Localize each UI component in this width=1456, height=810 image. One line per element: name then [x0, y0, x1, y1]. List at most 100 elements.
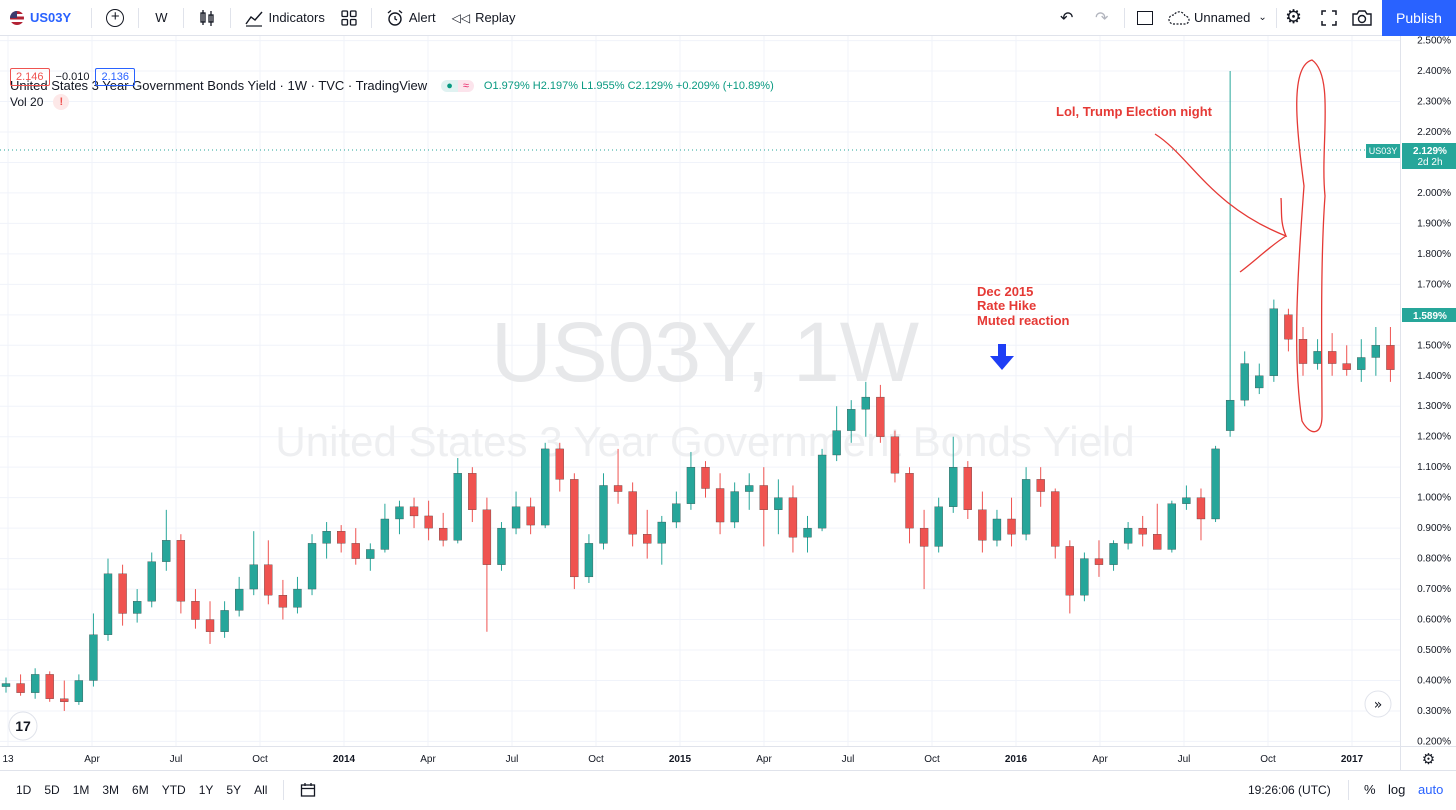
candle-body: [249, 564, 258, 590]
range-button-ytd[interactable]: YTD: [161, 782, 186, 797]
fullscreen-button[interactable]: [1321, 0, 1337, 36]
chart-canvas[interactable]: US03Y, 1W United States 3 Year Governmen…: [0, 36, 1410, 746]
candle-body: [132, 601, 142, 614]
chart-style-button[interactable]: [190, 0, 224, 36]
candle-body: [60, 698, 69, 702]
rate-hike-annotation-line1: Dec 2015: [977, 284, 1033, 299]
us-flag-icon: [10, 10, 24, 25]
candle-body: [584, 543, 594, 578]
gear-icon: ⚙: [1285, 7, 1303, 28]
candle: [249, 531, 258, 596]
candle: [890, 430, 900, 483]
range-button-6m[interactable]: 6M: [132, 782, 149, 797]
alert-button[interactable]: Alert: [378, 0, 444, 36]
candle-body: [1327, 351, 1337, 364]
layout-select-button[interactable]: [1137, 0, 1153, 36]
chart-legend: United States 3 Year Government Bonds Yi…: [10, 78, 774, 93]
redo-button[interactable]: ↷: [1095, 0, 1108, 36]
candle: [599, 473, 608, 550]
rate-hike-annotation-line2: Rate Hike: [977, 298, 1036, 313]
settings-button[interactable]: ⚙: [1285, 0, 1302, 36]
candle-body: [482, 509, 492, 565]
templates-button[interactable]: [333, 0, 365, 36]
auto-scale-toggle[interactable]: auto: [1418, 782, 1444, 797]
candle: [788, 485, 798, 553]
legend-title[interactable]: United States 3 Year Government Bonds Yi…: [10, 78, 428, 93]
tradingview-logo[interactable]: 17: [8, 711, 38, 741]
candle-body: [701, 467, 710, 489]
price-tick-label: 0.700%: [1417, 584, 1451, 595]
snapshot-button[interactable]: [1352, 0, 1372, 36]
range-button-all[interactable]: All: [254, 782, 268, 797]
range-button-5d[interactable]: 5D: [44, 782, 60, 797]
candle-body: [715, 488, 725, 523]
replay-button[interactable]: ◁◁ Replay: [444, 0, 524, 36]
candle: [1007, 497, 1016, 547]
goto-date-button[interactable]: [300, 782, 316, 798]
undo-button[interactable]: ↶: [1060, 0, 1073, 36]
price-axis[interactable]: 2.500%2.400%2.300%2.200%2.100%2.000%1.90…: [1400, 36, 1456, 747]
indicators-button[interactable]: Indicators: [237, 0, 332, 36]
price-scale[interactable]: 2.500%2.400%2.300%2.200%2.100%2.000%1.90…: [1401, 36, 1456, 747]
candle-body: [1021, 479, 1031, 535]
candle: [1080, 552, 1089, 602]
candle: [1342, 345, 1351, 376]
candle-body: [745, 485, 754, 492]
time-scale[interactable]: 13 Apr Jul Oct 2014 Apr Jul Oct 2015 Apr Jul Oct 201…: [0, 747, 1400, 771]
candle: [905, 467, 914, 544]
candle-body: [672, 503, 681, 523]
legend-status-pill[interactable]: ● ≈: [441, 79, 474, 92]
range-button-3m[interactable]: 3M: [102, 782, 120, 797]
last-price-label: 2.129% 2d 2h: [1402, 143, 1456, 169]
candle: [657, 515, 666, 565]
candle: [1, 677, 11, 693]
camera-icon: [1352, 9, 1372, 26]
compare-button[interactable]: +: [98, 0, 132, 36]
utc-clock[interactable]: 19:26:06 (UTC): [1248, 782, 1331, 797]
candle: [555, 442, 564, 492]
chart-pane[interactable]: US03Y, 1W United States 3 Year Governmen…: [0, 36, 1410, 746]
bid-price[interactable]: 2.146: [10, 68, 50, 86]
candle-body: [890, 436, 900, 474]
symbol-search[interactable]: US03Y: [10, 0, 71, 36]
legend-ohlc: O1.979% H2.197% L1.955% C2.129% +0.209% …: [483, 79, 774, 92]
candle: [1021, 467, 1031, 541]
warning-icon[interactable]: !: [53, 94, 70, 110]
indicators-icon: [245, 11, 264, 27]
fullscreen-icon: [1321, 9, 1337, 26]
log-scale-toggle[interactable]: log: [1388, 782, 1406, 797]
candle-body: [1182, 497, 1191, 504]
price-tick-label: 2.400%: [1417, 66, 1451, 77]
candle-body: [847, 409, 856, 431]
annotation-curve: [1154, 133, 1288, 273]
candle: [409, 497, 419, 529]
range-button-1m[interactable]: 1M: [72, 782, 90, 797]
save-layout-button[interactable]: Unnamed ⌄: [1168, 0, 1267, 36]
candle: [715, 473, 725, 535]
candle: [1240, 351, 1249, 407]
interval-button[interactable]: W: [145, 0, 177, 36]
candle: [1109, 540, 1118, 571]
price-tick-label: 1.100%: [1417, 462, 1451, 473]
percent-scale-toggle[interactable]: %: [1364, 782, 1376, 797]
axis-settings-button[interactable]: ⚙: [1400, 747, 1456, 771]
range-button-1y[interactable]: 1Y: [198, 782, 214, 797]
candle: [45, 671, 54, 702]
ask-price[interactable]: 2.136: [95, 68, 136, 86]
range-button-5y[interactable]: 5Y: [226, 782, 242, 797]
candle: [147, 552, 156, 608]
candle: [16, 674, 25, 696]
range-button-1d[interactable]: 1D: [16, 782, 32, 797]
current-price-value: 1.589%: [1413, 311, 1447, 322]
divider: [283, 779, 285, 800]
candle: [322, 522, 331, 559]
candle-body: [1153, 534, 1162, 550]
volume-label[interactable]: Vol 20: [10, 95, 44, 109]
candle: [366, 543, 375, 571]
candle: [191, 589, 200, 629]
candle-body: [176, 540, 186, 602]
candle-body: [803, 527, 812, 538]
publish-button[interactable]: Publish: [1382, 0, 1456, 36]
time-axis[interactable]: 13 Apr Jul Oct 2014 Apr Jul Oct 2015 Apr Jul Oct 201…: [0, 746, 1456, 771]
scroll-to-realtime-button[interactable]: »: [1364, 690, 1392, 718]
